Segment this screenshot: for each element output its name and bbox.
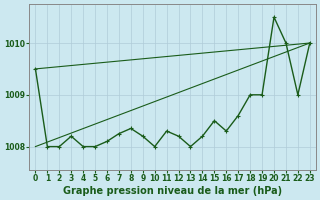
X-axis label: Graphe pression niveau de la mer (hPa): Graphe pression niveau de la mer (hPa) <box>63 186 282 196</box>
